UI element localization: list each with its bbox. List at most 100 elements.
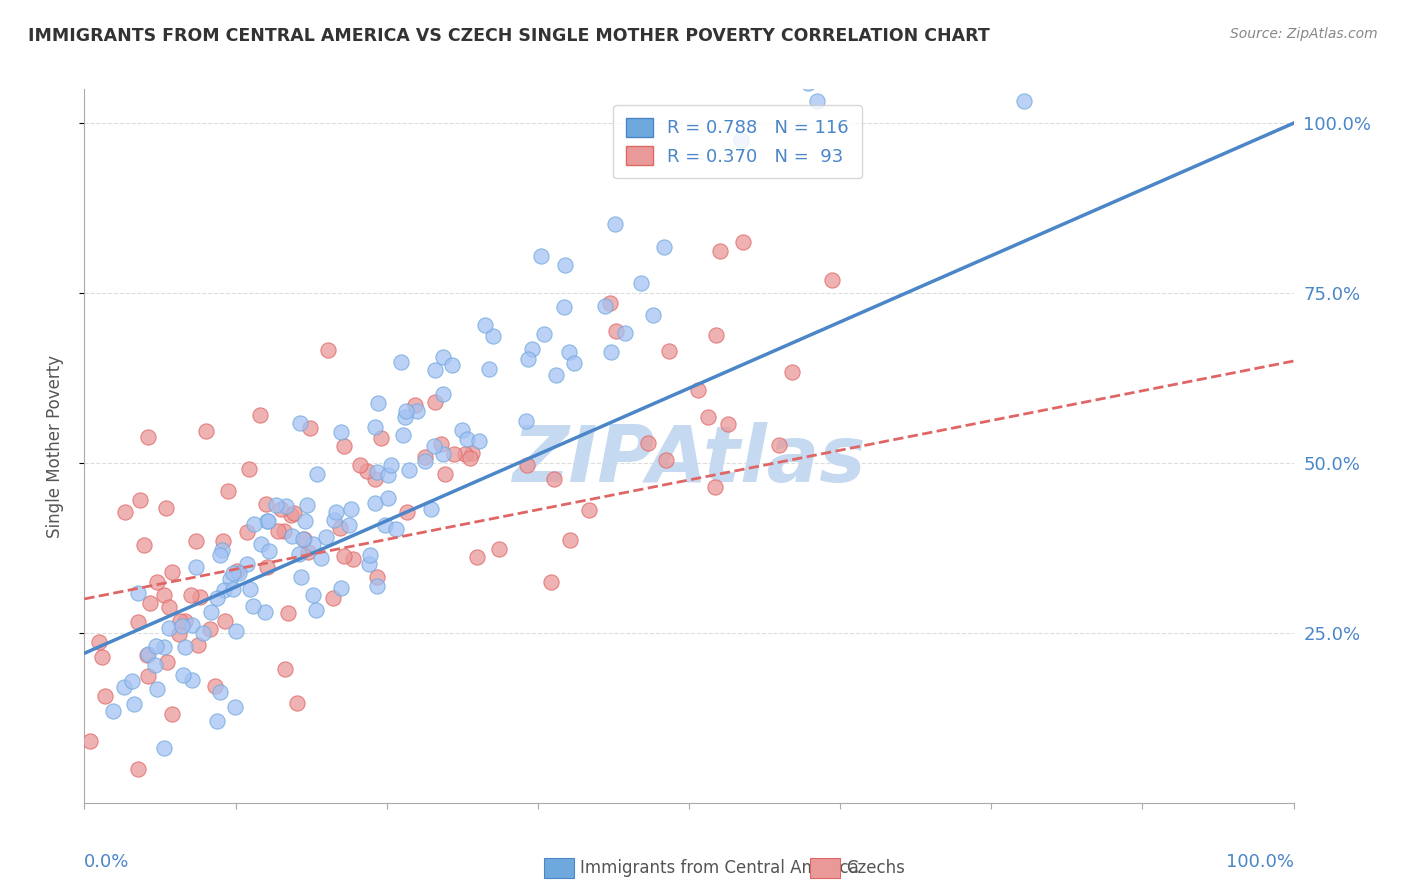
Point [554, 258, 576, 272]
Point [394, 410, 416, 425]
Point [239, 582, 262, 597]
Point [333, 439, 356, 453]
Point [236, 557, 259, 571]
Point [205, 714, 228, 728]
Point [204, 679, 226, 693]
Text: Source: ZipAtlas.com: Source: ZipAtlas.com [1230, 27, 1378, 41]
Point [432, 387, 454, 401]
Point [297, 545, 319, 559]
Point [243, 516, 266, 531]
Point [128, 493, 150, 508]
Point [377, 491, 399, 506]
Point [254, 497, 277, 511]
Point [294, 515, 316, 529]
Point [136, 669, 159, 683]
Point [181, 673, 204, 687]
Point [731, 235, 754, 249]
Point [305, 467, 328, 481]
Point [145, 639, 167, 653]
Point [184, 560, 207, 574]
Point [219, 572, 242, 586]
Point [398, 463, 420, 477]
Point [200, 605, 222, 619]
Point [79, 734, 101, 748]
Point [425, 363, 447, 377]
Point [780, 366, 803, 380]
Point [641, 309, 664, 323]
Point [329, 521, 352, 535]
Point [281, 529, 304, 543]
Point [214, 614, 236, 628]
Point [127, 762, 149, 776]
Point [544, 368, 567, 382]
Point [637, 436, 659, 450]
Point [520, 342, 543, 356]
Point [325, 505, 347, 519]
Point [205, 591, 228, 606]
Point [122, 697, 145, 711]
Point [364, 420, 387, 434]
Point [322, 513, 344, 527]
Point [153, 640, 176, 654]
Point [302, 536, 325, 550]
Point [599, 295, 621, 310]
Point [235, 524, 257, 539]
Point [135, 648, 157, 662]
Point [283, 506, 305, 520]
Point [174, 615, 197, 629]
Point [112, 680, 135, 694]
Legend: R = 0.788   N = 116, R = 0.370   N =  93: R = 0.788 N = 116, R = 0.370 N = 93 [613, 105, 862, 178]
Point [259, 544, 281, 558]
Point [330, 425, 353, 440]
Point [136, 647, 159, 661]
Point [285, 696, 308, 710]
Point [478, 362, 501, 376]
Point [432, 350, 454, 364]
Point [191, 626, 214, 640]
Point [516, 458, 538, 472]
Point [315, 531, 337, 545]
Point [420, 502, 443, 516]
Point [395, 505, 418, 519]
Point [717, 417, 740, 431]
Point [94, 689, 117, 703]
Point [249, 408, 271, 422]
Point [405, 404, 427, 418]
Point [450, 423, 472, 437]
Point [366, 465, 388, 479]
Point [359, 557, 381, 571]
Point [366, 570, 388, 584]
Point [658, 343, 681, 358]
Point [600, 345, 623, 359]
Point [730, 132, 752, 146]
Point [127, 586, 149, 600]
Point [114, 505, 136, 519]
Point [224, 699, 246, 714]
Point [488, 541, 510, 556]
Point [90, 650, 112, 665]
Point [425, 394, 447, 409]
Point [468, 434, 491, 448]
Point [173, 640, 195, 655]
Point [155, 501, 177, 516]
Point [374, 518, 396, 533]
Point [560, 533, 582, 547]
Point [433, 467, 456, 481]
Point [225, 624, 247, 638]
Point [143, 658, 166, 673]
Text: Czechs: Czechs [846, 859, 905, 877]
Point [533, 326, 555, 341]
Point [267, 524, 290, 538]
Point [461, 446, 484, 460]
Point [821, 273, 844, 287]
Y-axis label: Single Mother Poverty: Single Mother Poverty [45, 354, 63, 538]
Point [288, 548, 311, 562]
Point [264, 499, 287, 513]
Point [686, 383, 709, 397]
Point [413, 450, 436, 464]
Point [380, 458, 402, 473]
Point [132, 538, 155, 552]
Point [655, 453, 678, 467]
Point [253, 606, 276, 620]
Point [156, 655, 179, 669]
